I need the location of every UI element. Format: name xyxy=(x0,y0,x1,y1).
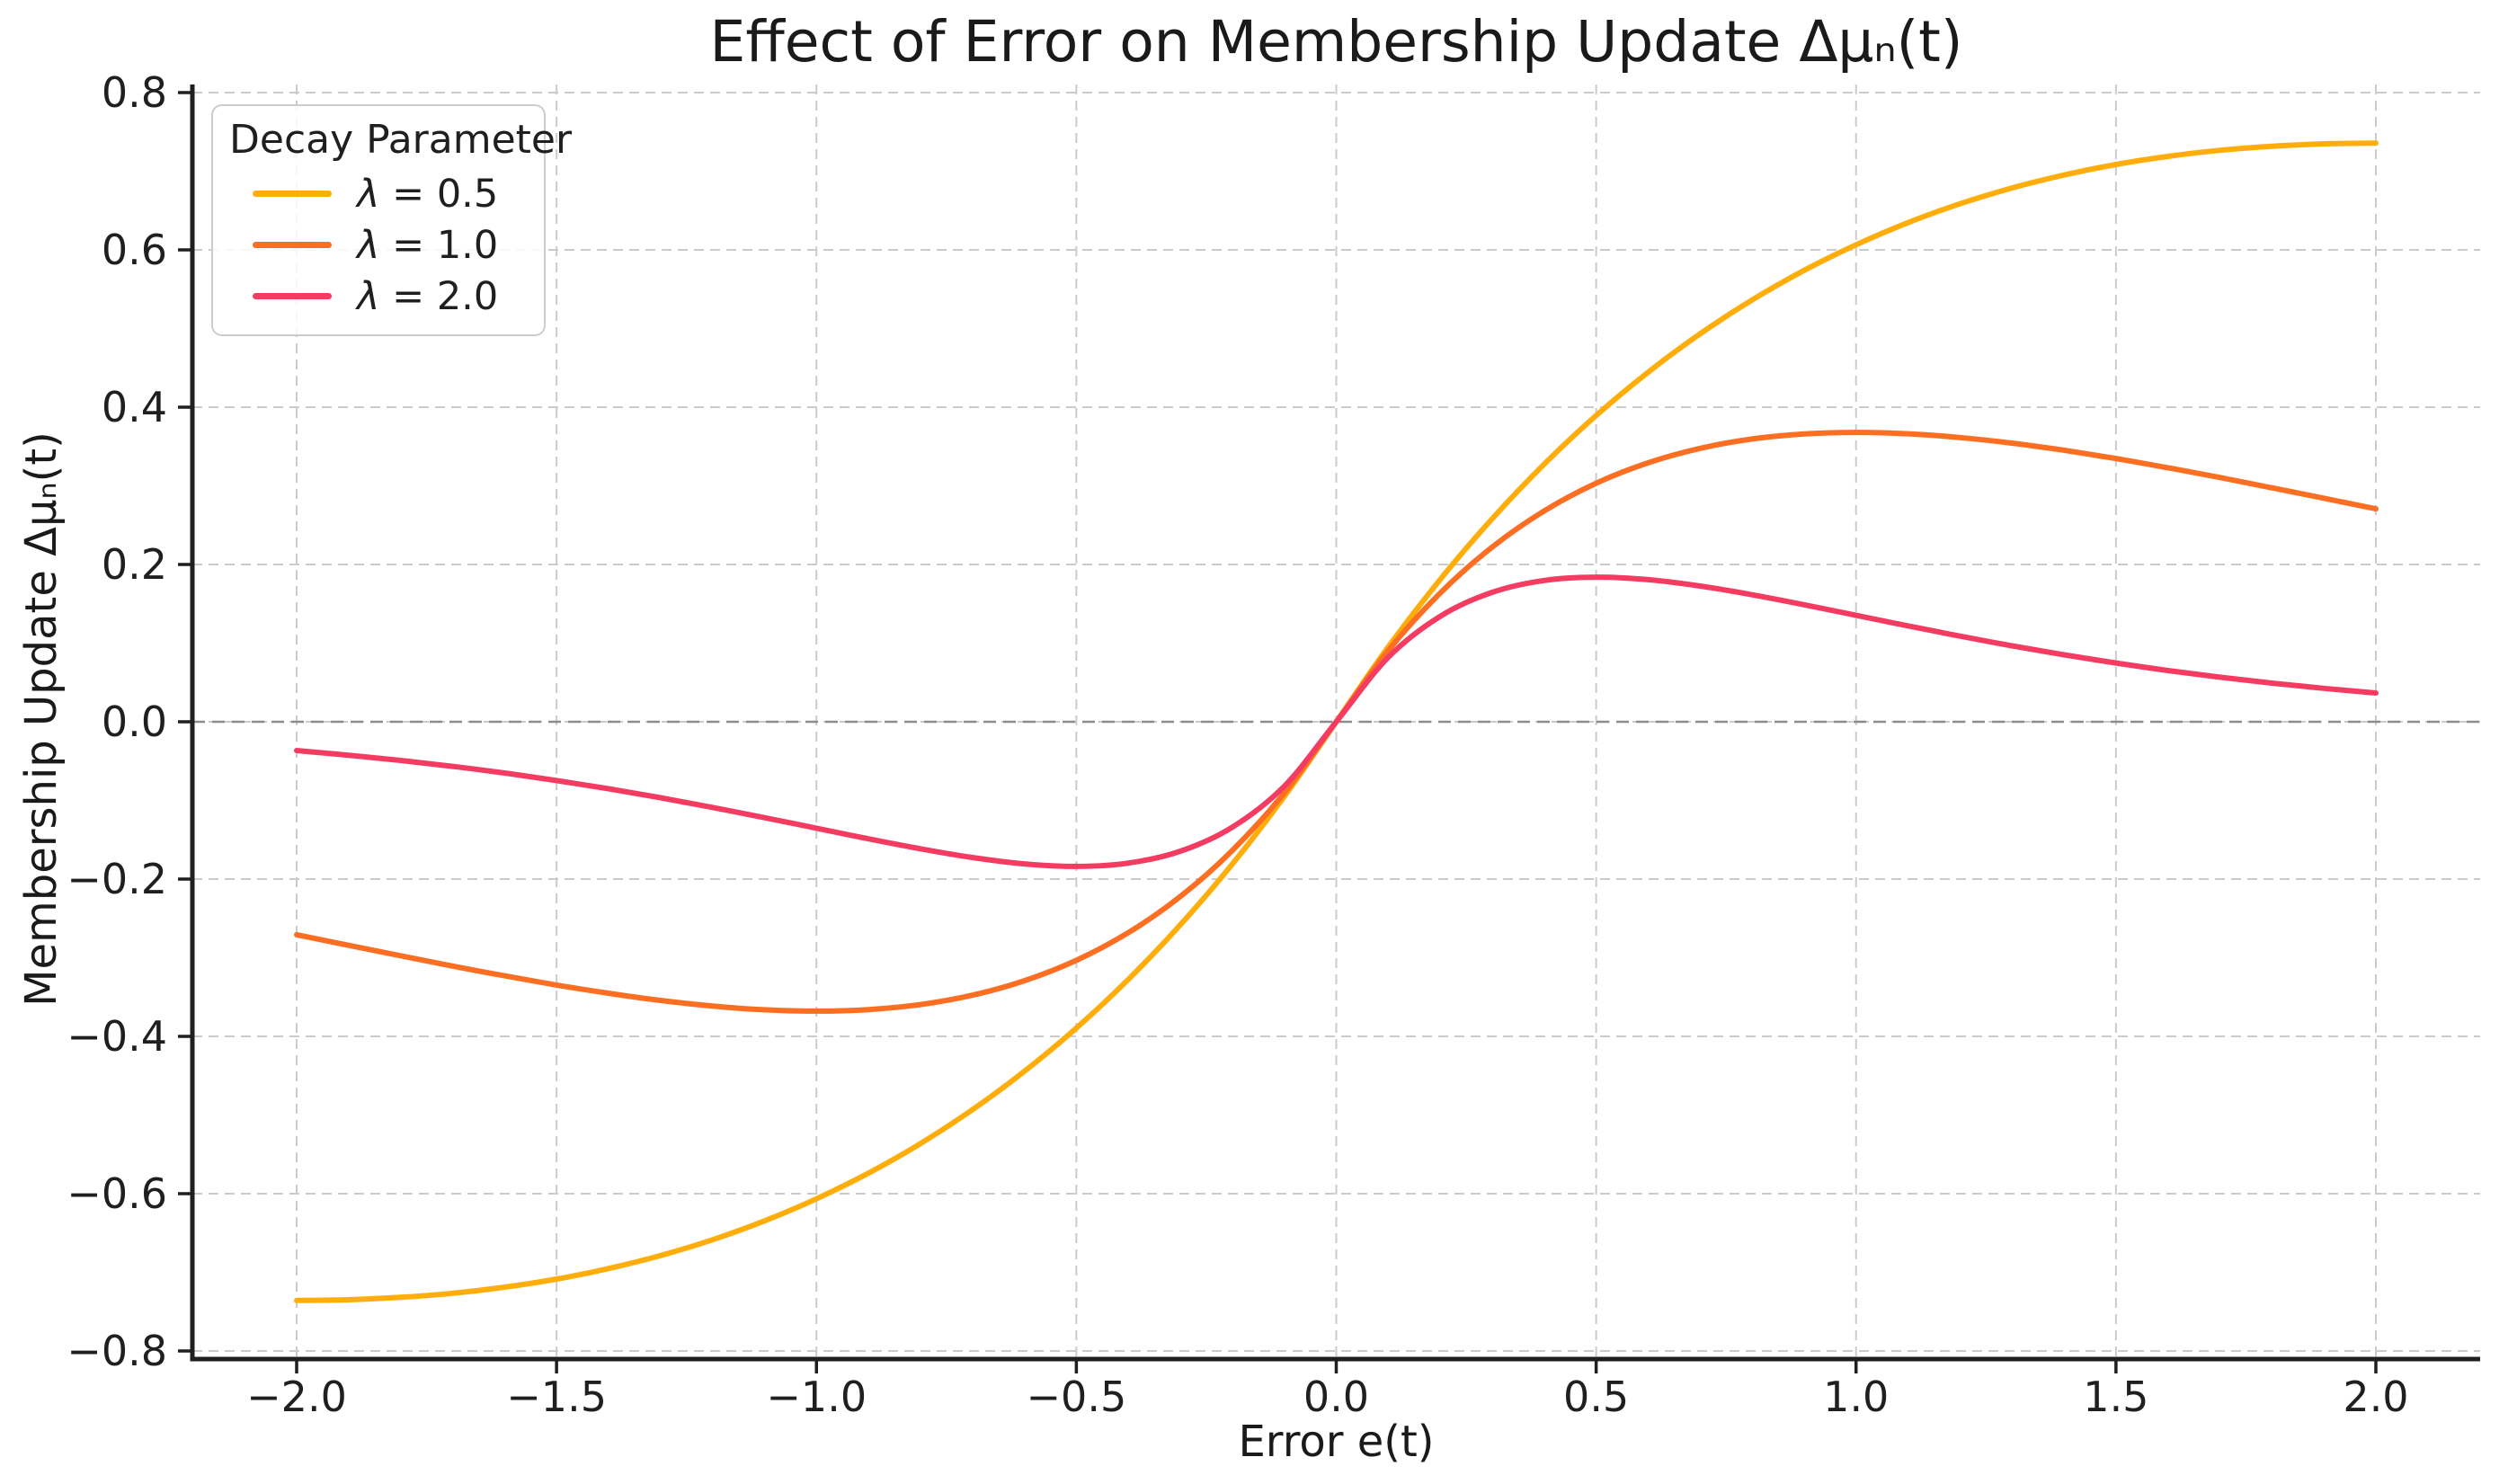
y-tick-label: −0.4 xyxy=(67,1012,167,1061)
y-tick-label: −0.6 xyxy=(67,1169,167,1218)
legend-line-swatch-2 xyxy=(253,293,332,299)
legend-label-value: = 0.5 xyxy=(379,171,499,217)
legend-label-value: = 2.0 xyxy=(379,273,499,319)
legend-item-1: λ = 1.0 xyxy=(229,219,528,271)
lambda-symbol: λ xyxy=(357,222,380,268)
legend: Decay Parameter λ = 0.5 λ = 1.0 λ = 2.0 xyxy=(211,104,573,336)
series-line-2 xyxy=(294,574,2379,869)
y-tick-label: 0.8 xyxy=(102,68,167,117)
x-tick-label: −1.0 xyxy=(766,1373,867,1421)
lambda-symbol: λ xyxy=(357,171,380,217)
y-tick-label: 0.6 xyxy=(102,226,167,274)
x-axis-label: Error e(t) xyxy=(1238,1417,1435,1467)
legend-line-swatch-0 xyxy=(253,191,332,197)
legend-item-0: λ = 0.5 xyxy=(229,168,528,219)
chart-title: Effect of Error on Membership Update Δμₙ… xyxy=(709,9,1963,75)
x-tick-label: −1.5 xyxy=(506,1373,607,1421)
lambda-symbol: λ xyxy=(357,273,380,319)
x-tick-label: 1.5 xyxy=(2083,1373,2148,1421)
legend-rows: λ = 0.5 λ = 1.0 λ = 2.0 xyxy=(229,168,528,322)
legend-label-value: = 1.0 xyxy=(379,222,499,268)
legend-title: Decay Parameter xyxy=(229,117,573,163)
x-tick-label: 1.0 xyxy=(1823,1373,1889,1421)
legend-item-2: λ = 2.0 xyxy=(229,271,528,322)
x-tick-label: −0.5 xyxy=(1027,1373,1127,1421)
x-tick-label: 2.0 xyxy=(2343,1373,2408,1421)
y-tick-label: −0.8 xyxy=(67,1327,167,1375)
legend-label-1: λ = 1.0 xyxy=(357,223,498,268)
y-tick-label: 0.0 xyxy=(102,698,167,746)
legend-line-swatch-1 xyxy=(253,242,332,248)
legend-label-2: λ = 2.0 xyxy=(357,274,498,319)
y-axis-label: Membership Update Δμₙ(t) xyxy=(16,431,67,1007)
x-tick-label: 0.0 xyxy=(1303,1373,1369,1421)
y-tick-label: 0.2 xyxy=(102,540,167,589)
y-tick-label: 0.4 xyxy=(102,383,167,431)
x-tick-label: 0.5 xyxy=(1563,1373,1629,1421)
y-tick-label: −0.2 xyxy=(67,855,167,903)
legend-label-0: λ = 0.5 xyxy=(357,172,498,217)
x-tick-label: −2.0 xyxy=(246,1373,347,1421)
